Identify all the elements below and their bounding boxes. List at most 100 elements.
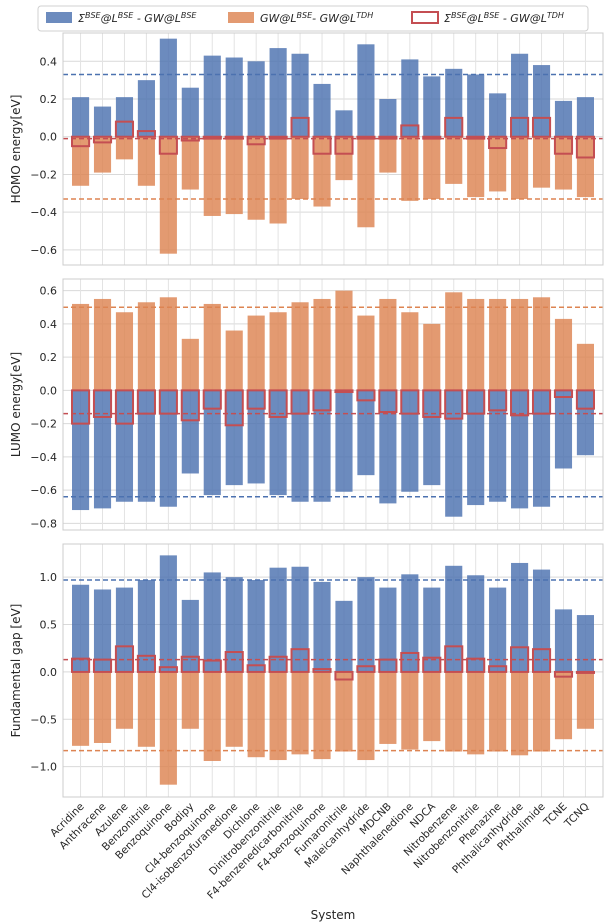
orange-bar: [532, 671, 551, 752]
red-outline-bar: [92, 658, 113, 673]
blue-bar: [401, 390, 419, 492]
blue-bar: [401, 59, 419, 137]
orange-bar: [269, 671, 287, 761]
red-outline-bar: [510, 389, 530, 417]
orange-bar: [291, 302, 309, 391]
blue-bar: [225, 57, 243, 137]
orange-bar: [137, 302, 155, 391]
blue-bar: [269, 390, 287, 496]
orange-bar: [335, 136, 353, 181]
red-outline-bar: [510, 116, 530, 138]
orange-bar: [467, 298, 485, 391]
orange-bar: [467, 671, 485, 755]
y-tick-label: −0.6: [30, 484, 57, 497]
legend-entry: ΣBSE@LBSE - GW@LTDH: [444, 11, 564, 26]
y-tick-label: 0.2: [40, 93, 58, 106]
axes-frame: [62, 543, 604, 798]
red-outline-bar: [246, 135, 266, 146]
orange-bar: [489, 298, 507, 391]
red-outline-bar: [312, 668, 332, 673]
blue-bar: [401, 574, 419, 672]
orange-bar: [401, 136, 419, 201]
orange-bar: [181, 338, 199, 391]
y-tick-label: −0.5: [30, 713, 57, 726]
orange-bar: [445, 136, 463, 184]
orange-bar: [225, 330, 243, 391]
blue-bar: [335, 110, 353, 137]
blue-bar: [576, 390, 594, 456]
orange-bar: [313, 298, 331, 391]
orange-bar: [72, 671, 90, 746]
blue-bar: [379, 587, 397, 672]
y-tick-label: −0.4: [30, 206, 57, 219]
blue-bar: [247, 390, 265, 484]
red-outline-bar: [71, 657, 91, 673]
orange-bar: [379, 671, 397, 744]
red-outline-bar: [158, 666, 178, 673]
red-outline-bar: [422, 389, 442, 418]
red-outline-bar: [136, 130, 156, 138]
red-outline-bar: [246, 389, 266, 410]
blue-bar: [203, 390, 221, 496]
blue-bar: [335, 390, 353, 492]
orange-bar: [115, 312, 134, 391]
orange-bar: [335, 290, 353, 391]
blue-bar: [576, 615, 594, 672]
blue-bar: [423, 76, 441, 137]
orange-bar: [203, 671, 221, 761]
red-outline-bar: [92, 389, 113, 418]
red-outline-bar: [334, 135, 354, 155]
orange-bar: [357, 315, 375, 391]
red-outline-bar: [356, 665, 376, 673]
panel-3: −1.0 −0.5 0.0 0.5 1.0 Fundamental gap [eV]: [9, 543, 604, 798]
orange-bar: [269, 136, 287, 224]
blue-bar: [445, 565, 463, 672]
x-axis-label: System: [311, 908, 356, 922]
y-tick-label: 0.2: [40, 351, 58, 364]
orange-bar: [137, 136, 155, 186]
blue-bar: [489, 390, 507, 502]
orange-bar: [203, 136, 221, 216]
legend-swatch: [46, 12, 72, 23]
orange-bar: [489, 136, 507, 192]
blue-bar: [181, 87, 199, 137]
blue-bar: [335, 600, 353, 672]
blue-bar: [115, 587, 134, 672]
red-outline-bar: [136, 654, 156, 673]
orange-bar: [225, 136, 243, 215]
orange-bar: [115, 671, 134, 729]
blue-bar: [115, 97, 134, 137]
orange-bar: [335, 671, 353, 752]
orange-bar: [225, 671, 243, 747]
y-tick-label: 0.0: [40, 666, 58, 679]
y-tick-label: −0.6: [30, 244, 57, 257]
orange-bar: [379, 298, 397, 391]
red-outline-bar: [575, 389, 596, 410]
orange-bar: [115, 136, 134, 160]
orange-bar: [247, 136, 265, 220]
blue-bar: [203, 55, 221, 137]
red-outline-bar: [553, 389, 574, 399]
red-outline-bar: [356, 389, 376, 402]
blue-bar: [203, 572, 221, 672]
y-tick-label: −1.0: [30, 761, 57, 774]
legend-swatch: [411, 11, 439, 24]
orange-bar: [247, 671, 265, 758]
blue-bar: [225, 390, 243, 486]
blue-bar: [532, 65, 551, 137]
orange-bar: [357, 136, 375, 228]
blue-bar: [93, 390, 112, 509]
red-outline-bar: [531, 648, 552, 673]
blue-bar: [511, 53, 529, 137]
red-outline-bar: [290, 648, 310, 673]
blue-bar: [357, 390, 375, 476]
orange-bar: [247, 315, 265, 391]
blue-bar: [181, 390, 199, 474]
y-tick-label: −0.4: [30, 451, 57, 464]
blue-bar: [532, 569, 551, 672]
red-outline-bar: [378, 389, 398, 413]
red-outline-bar: [180, 655, 200, 673]
orange-bar: [423, 136, 441, 199]
y-tick-label: 0.0: [40, 384, 58, 397]
legend-swatch: [228, 12, 254, 23]
